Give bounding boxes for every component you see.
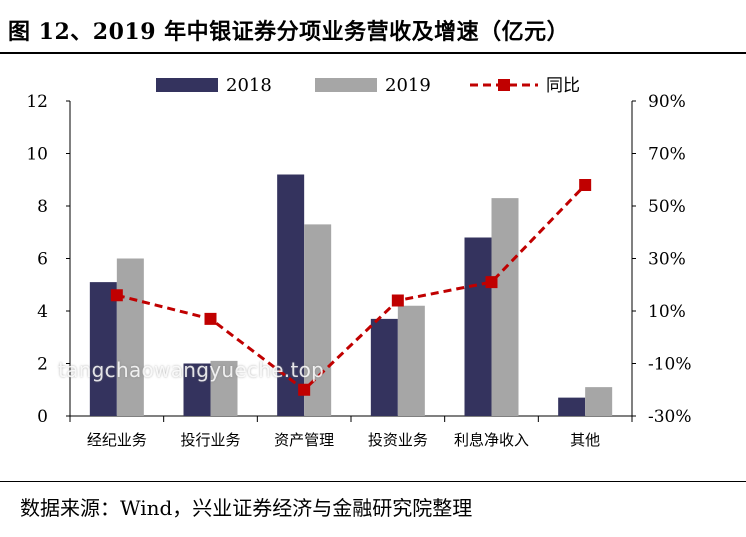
x-tick-label: 投行业务 — [180, 431, 240, 449]
legend-swatch-2019 — [315, 78, 377, 92]
point-yoy — [204, 312, 217, 325]
combo-chart: 0 2 4 6 8 10 12 -30% -10% 10% 30% 50% 70% 90% 经纪业务 投行业务… — [26, 75, 692, 449]
bar-2018 — [89, 282, 117, 416]
bar-2019 — [491, 198, 519, 416]
bar-2018 — [183, 363, 211, 416]
right-tick-label: -30% — [648, 407, 692, 427]
x-tick-label: 资产管理 — [274, 431, 334, 449]
right-tick-label: 70% — [648, 145, 686, 165]
watermark-text: tangchaowangyueche.top — [58, 358, 325, 382]
source-note: 数据来源：Wind，兴业证券经济与金融研究院整理 — [20, 496, 473, 520]
bar-2019 — [116, 258, 144, 416]
bar-2018 — [464, 237, 492, 416]
title-rule — [0, 52, 746, 54]
right-tick-label: -10% — [648, 355, 692, 375]
figure-title: 图 12、2019 年中银证券分项业务营收及增速（亿元） — [8, 19, 570, 45]
bar-2018 — [277, 174, 305, 416]
left-tick-label: 10 — [26, 145, 48, 165]
legend-label-2018: 2018 — [226, 75, 272, 96]
left-tick-label: 12 — [26, 92, 48, 112]
x-tick-label: 其他 — [570, 431, 600, 449]
legend-swatch-2018 — [156, 78, 218, 92]
x-tick-label: 经纪业务 — [87, 431, 147, 449]
left-tick-label: 2 — [37, 355, 48, 375]
bar-2019 — [397, 305, 425, 416]
point-yoy — [110, 289, 123, 302]
right-tick-label: 10% — [648, 302, 686, 322]
point-yoy — [298, 383, 311, 396]
point-yoy — [485, 276, 498, 289]
bar-2019 — [585, 387, 613, 416]
legend-marker-yoy — [498, 79, 510, 91]
line-yoy — [116, 183, 587, 392]
left-tick-label: 4 — [37, 302, 48, 322]
legend-label-2019: 2019 — [385, 75, 431, 96]
right-tick-label: 30% — [648, 250, 686, 270]
bar-2019 — [210, 360, 238, 416]
left-tick-label: 6 — [37, 250, 48, 270]
legend-label-yoy: 同比 — [546, 76, 580, 96]
point-yoy — [391, 294, 404, 307]
left-tick-label: 0 — [37, 407, 48, 427]
point-yoy — [579, 179, 592, 191]
bar-2018 — [558, 397, 586, 416]
x-tick-label: 利息净收入 — [454, 431, 529, 449]
right-tick-label: 90% — [648, 92, 686, 112]
bar-2018 — [370, 318, 398, 416]
right-tick-label: 50% — [648, 197, 686, 217]
left-tick-label: 8 — [37, 197, 48, 217]
x-tick-label: 投资业务 — [368, 431, 428, 449]
source-rule — [0, 481, 746, 482]
